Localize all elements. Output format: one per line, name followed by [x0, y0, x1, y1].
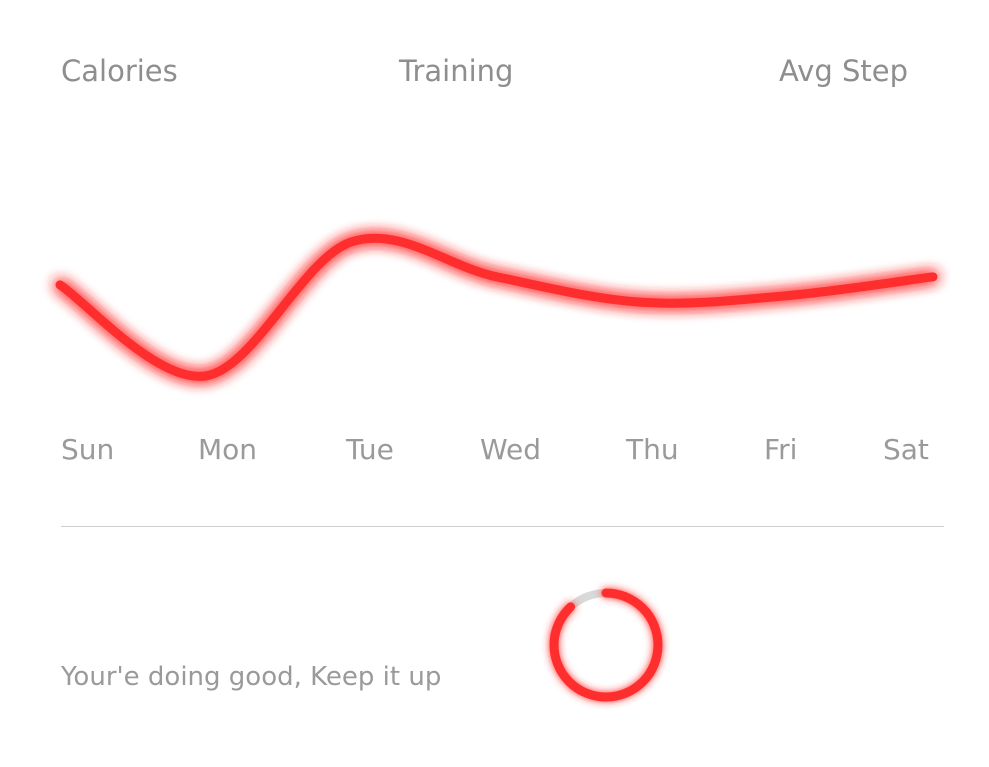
tab-training[interactable]: Training: [399, 54, 514, 88]
tab-calories[interactable]: Calories: [61, 54, 178, 88]
day-label-sat: Sat: [883, 433, 929, 466]
day-label-thu: Thu: [626, 433, 679, 466]
day-label-fri: Fri: [764, 433, 798, 466]
day-label-sun: Sun: [61, 433, 115, 466]
weekly-line-chart: [55, 233, 938, 381]
tab-avg-step[interactable]: Avg Step: [779, 54, 908, 88]
progress-ring-fill: [549, 588, 663, 702]
chart-series-line: [55, 233, 938, 381]
day-label-mon: Mon: [198, 433, 258, 466]
progress-ring: [549, 588, 663, 702]
day-label-tue: Tue: [346, 433, 394, 466]
section-divider: [61, 526, 944, 527]
encouragement-message: Your'e doing good, Keep it up: [61, 662, 442, 692]
day-label-wed: Wed: [480, 433, 542, 466]
